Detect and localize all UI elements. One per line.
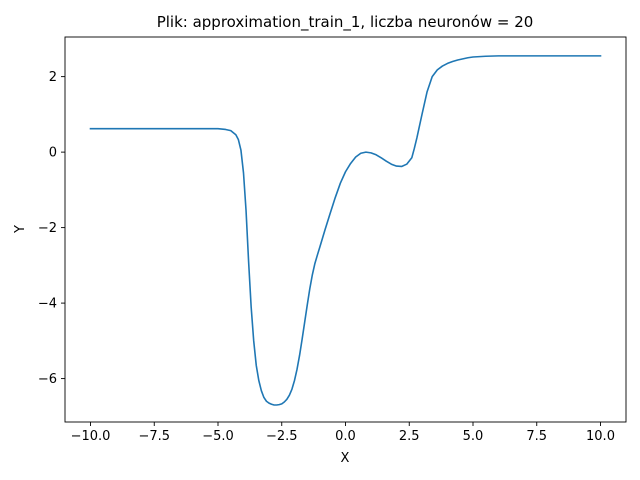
x-tick-label: 7.5 xyxy=(526,429,547,444)
x-tick-label: 10.0 xyxy=(586,429,615,444)
y-tick-label: −4 xyxy=(38,297,57,312)
chart-title: Plik: approximation_train_1, liczba neur… xyxy=(157,13,534,32)
x-tick-label: 5.0 xyxy=(463,429,484,444)
y-tick-label: 2 xyxy=(49,70,57,85)
y-axis-label: Y xyxy=(13,225,28,234)
x-tick-label: 2.5 xyxy=(399,429,420,444)
x-tick-label: −5.0 xyxy=(202,429,234,444)
y-tick-label: −6 xyxy=(38,372,57,387)
x-axis-label: X xyxy=(341,451,350,466)
y-tick-label: 0 xyxy=(49,146,57,161)
x-tick-label: −2.5 xyxy=(266,429,298,444)
x-tick-label: −7.5 xyxy=(138,429,170,444)
series-line-0 xyxy=(89,55,602,406)
x-tick-label: −10.0 xyxy=(71,429,111,444)
plot-area: −10.0 −7.5 −5.0 −2.5 0.0 2.5 5.0 7.5 10.0 −6 −4 −2 0… xyxy=(38,36,627,444)
x-tick-label: 0.0 xyxy=(335,429,356,444)
y-tick-label: −2 xyxy=(38,221,57,236)
